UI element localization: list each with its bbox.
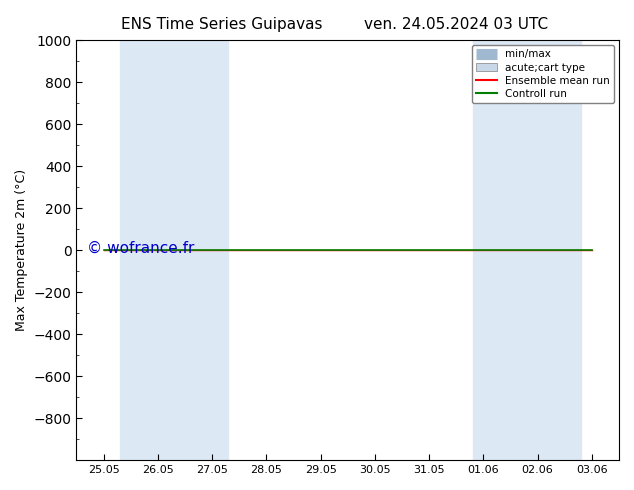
Bar	[472, 40, 581, 460]
Bar	[120, 40, 228, 460]
Text: ENS Time Series Guipavas: ENS Time Series Guipavas	[121, 17, 323, 32]
Y-axis label: Max Temperature 2m (°C): Max Temperature 2m (°C)	[15, 169, 28, 331]
Text: ven. 24.05.2024 03 UTC: ven. 24.05.2024 03 UTC	[365, 17, 548, 32]
Text: © wofrance.fr: © wofrance.fr	[87, 241, 195, 255]
Legend: min/max, acute;cart type, Ensemble mean run, Controll run: min/max, acute;cart type, Ensemble mean …	[472, 45, 614, 103]
